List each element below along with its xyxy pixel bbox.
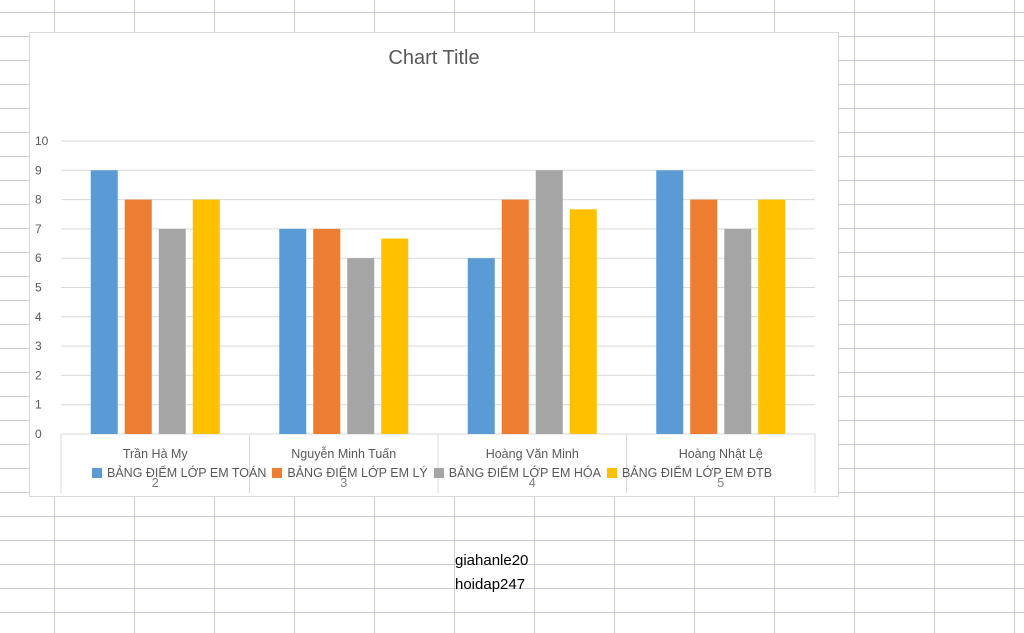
y-axis-tick-label: 8 — [35, 193, 42, 207]
y-axis-tick-label: 10 — [35, 134, 49, 148]
x-axis-category-label: Hoàng Nhật Lệ — [679, 447, 763, 461]
legend-entry[interactable]: BẢNG ĐIỂM LỚP EM HÓA — [433, 466, 601, 480]
legend-label: BẢNG ĐIỂM LỚP EM ĐTB — [621, 466, 773, 480]
bar[interactable] — [656, 170, 684, 435]
legend-entry[interactable]: BẢNG ĐIỂM LỚP EM LÝ — [272, 466, 428, 480]
legend-swatch — [433, 468, 444, 478]
chart-title[interactable]: Chart Title — [388, 47, 480, 69]
bar[interactable] — [690, 199, 718, 434]
y-axis-tick-label: 1 — [35, 398, 42, 412]
legend-entry[interactable]: BẢNG ĐIỂM LỚP EM TOÁN — [92, 466, 266, 480]
cell-text-site: hoidap247 — [455, 576, 526, 593]
bar[interactable] — [724, 228, 752, 434]
x-axis-sub-label: 5 — [717, 476, 724, 490]
bar[interactable] — [347, 258, 375, 434]
bar[interactable] — [535, 170, 563, 435]
legend-label: BẢNG ĐIỂM LỚP EM TOÁN — [107, 466, 267, 480]
bar[interactable] — [501, 199, 529, 434]
legend-label: BẢNG ĐIỂM LỚP EM HÓA — [448, 466, 601, 480]
x-axis-category-label: Nguyễn Minh Tuấn — [291, 446, 396, 461]
bar[interactable] — [313, 228, 341, 434]
y-axis-tick-label: 6 — [35, 251, 42, 265]
bar[interactable] — [192, 199, 220, 434]
chart-legend[interactable]: BẢNG ĐIỂM LỚP EM TOÁN BẢNG ĐIỂM LỚP EM LÝ… — [92, 463, 772, 483]
y-axis-tick-label: 3 — [35, 339, 42, 353]
y-axis-tick-label: 0 — [35, 427, 42, 441]
x-axis-sub-label: 3 — [340, 476, 347, 490]
bar[interactable] — [90, 170, 118, 435]
x-axis-category-label: Hoàng Văn Minh — [486, 447, 579, 461]
y-axis-tick-label: 4 — [35, 310, 42, 324]
y-axis-tick-label: 2 — [35, 368, 42, 382]
legend-swatch — [272, 468, 283, 478]
legend-swatch — [92, 468, 102, 478]
x-axis-sub-label: 2 — [152, 476, 159, 490]
chart-area[interactable]: Chart Title 0 1 2 3 4 5 6 7 8 9 10 Trần Hà My 2 Nguyễ… — [29, 32, 839, 497]
legend-swatch — [606, 468, 617, 478]
cell-text-username: giahanle20 — [455, 552, 529, 569]
y-axis-tick-label: 5 — [35, 281, 42, 295]
y-axis-tick-label: 9 — [35, 163, 42, 177]
bar[interactable] — [381, 238, 409, 434]
bar[interactable] — [158, 228, 186, 434]
bar[interactable] — [279, 228, 307, 434]
x-axis-sub-label: 4 — [529, 476, 536, 490]
plot-area: 0 1 2 3 4 5 6 7 8 9 10 Trần Hà My 2 Nguyễn Minh Tuấn 3… — [35, 134, 816, 493]
bar[interactable] — [467, 258, 495, 434]
bar[interactable] — [569, 209, 597, 434]
y-axis-tick-label: 7 — [35, 222, 42, 236]
x-axis-category-label: Trần Hà My — [123, 447, 189, 461]
legend-label: BẢNG ĐIỂM LỚP EM LÝ — [287, 466, 428, 480]
bar[interactable] — [124, 199, 152, 434]
bar[interactable] — [758, 199, 786, 434]
legend-entry[interactable]: BẢNG ĐIỂM LỚP EM ĐTB — [606, 466, 773, 480]
